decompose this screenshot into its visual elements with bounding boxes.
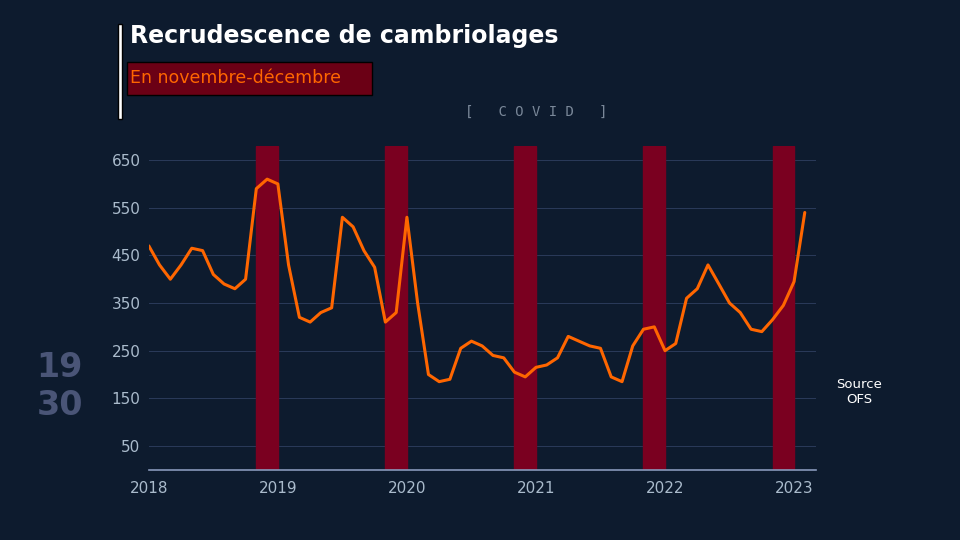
Text: En novembre-décembre: En novembre-décembre (130, 69, 341, 87)
Bar (773, 146, 794, 470)
Text: Source
OFS: Source OFS (836, 378, 882, 406)
Bar (256, 146, 277, 470)
Text: [   C O V I D   ]: [ C O V I D ] (465, 105, 607, 119)
Bar (385, 146, 407, 470)
Text: Recrudescence de cambriolages: Recrudescence de cambriolages (130, 24, 558, 48)
Bar (515, 146, 536, 470)
Bar (643, 146, 665, 470)
Text: 19
30: 19 30 (36, 351, 83, 422)
